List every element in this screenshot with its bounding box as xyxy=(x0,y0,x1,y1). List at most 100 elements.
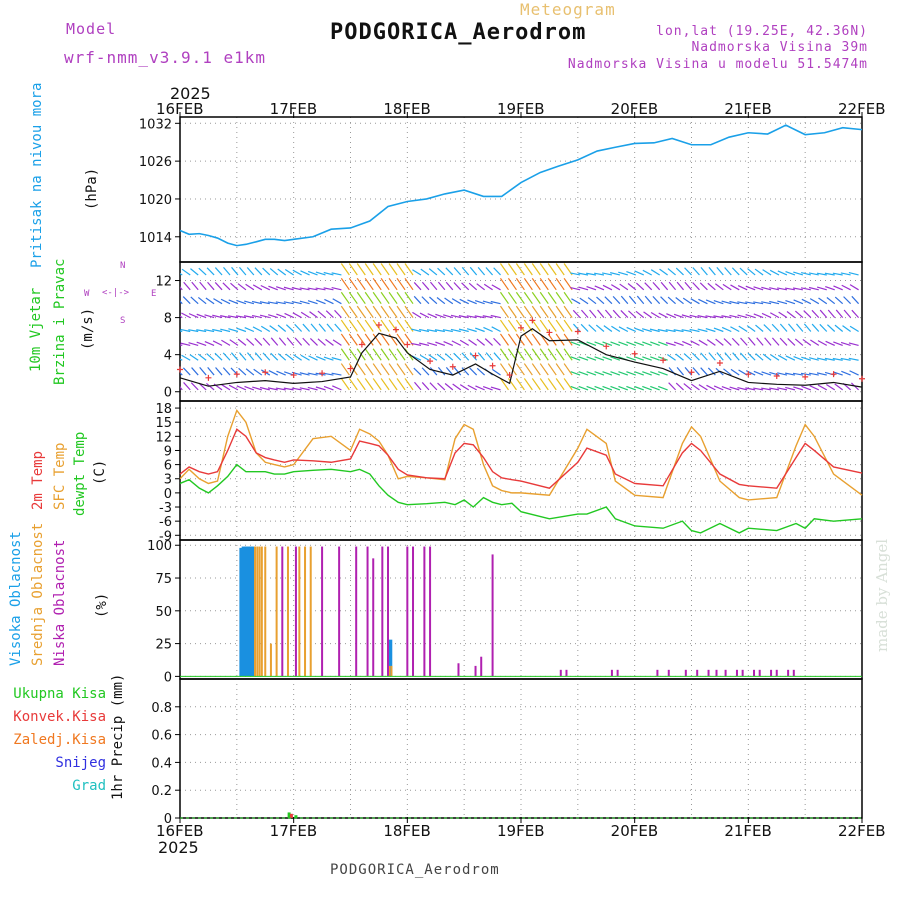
wind-arrow xyxy=(675,297,684,305)
wind-arrow xyxy=(515,378,525,391)
wind-arrow xyxy=(284,269,294,276)
wind-arrow xyxy=(531,363,541,376)
wind-arrow xyxy=(396,305,406,318)
wind-arrow xyxy=(739,267,748,276)
wind-arrow xyxy=(435,313,446,319)
wind-arrow xyxy=(207,281,215,291)
wind-arrow xyxy=(602,272,613,276)
cloud-low-bar xyxy=(412,546,415,677)
wind-arrow xyxy=(499,305,509,318)
wind-arrow xyxy=(809,298,820,305)
wind-arrow xyxy=(302,337,311,346)
wind-arrow xyxy=(213,298,223,305)
wind-arrow xyxy=(388,333,398,346)
wind-arrow xyxy=(324,298,334,305)
wind-arrow xyxy=(331,272,342,276)
wind-arrow xyxy=(453,352,462,361)
wind-arrow xyxy=(285,353,295,361)
year-label-bottom: 2025 xyxy=(158,838,199,857)
wind-arrow xyxy=(777,270,788,276)
wind-arrow xyxy=(825,285,835,291)
wind-arrow xyxy=(729,300,740,305)
wind-arrow xyxy=(204,341,215,346)
wind-arrow xyxy=(427,342,438,346)
wind-arrow xyxy=(753,313,764,319)
wind-arrow xyxy=(243,315,254,319)
gust-marker xyxy=(688,369,695,376)
wind-arrow xyxy=(555,378,565,391)
wind-arrow xyxy=(777,372,788,376)
wind-arrow xyxy=(700,352,708,361)
wind-arrow xyxy=(826,383,836,391)
y-tick-label: 1032 xyxy=(139,117,172,132)
wind-arrow xyxy=(682,340,692,346)
wind-arrow xyxy=(251,300,262,305)
wind-arrow xyxy=(348,277,358,291)
wind-arrow xyxy=(673,313,684,319)
pressure-line xyxy=(179,124,863,247)
wind-arrow xyxy=(761,301,772,305)
wind-arrow xyxy=(437,382,446,391)
cloud-low-bar xyxy=(775,669,778,677)
wind-arrow xyxy=(427,313,438,319)
wind-arrow xyxy=(515,277,525,291)
wind-arrow xyxy=(660,281,669,291)
gust-marker xyxy=(529,317,536,324)
y-tick-label: 100 xyxy=(147,539,172,554)
wind-arrow xyxy=(434,329,445,333)
wind-arrow xyxy=(372,305,382,318)
wind-arrow xyxy=(356,277,366,291)
wind-arrow xyxy=(419,342,430,346)
wind-arrow xyxy=(824,357,835,361)
wind-arrow xyxy=(683,383,692,391)
time-tick-label: 17FEB xyxy=(269,822,318,840)
wind-arrow xyxy=(641,328,652,333)
gust-marker xyxy=(660,357,667,364)
wind-arrow xyxy=(793,271,804,276)
wind-arrow xyxy=(450,328,461,333)
wind-arrow xyxy=(413,282,422,291)
wind-arrow xyxy=(276,286,286,291)
wind-arrow xyxy=(269,325,279,332)
gust-marker xyxy=(290,372,297,379)
wind-arrow xyxy=(612,309,621,319)
wind-arrow xyxy=(326,323,334,332)
wind-arrow xyxy=(785,270,796,276)
wind-arrow xyxy=(190,382,199,391)
gust-marker xyxy=(358,341,365,348)
wind-arrow xyxy=(620,295,629,305)
wind-arrow xyxy=(356,305,366,318)
compass-arrows-icon: <-|-> xyxy=(102,288,130,298)
wind-arrow xyxy=(356,263,366,276)
wind-arrow xyxy=(673,329,684,333)
wind-arrow xyxy=(237,338,247,346)
wind-arrow xyxy=(523,305,533,318)
wind-arrow xyxy=(244,326,255,333)
wind-arrow xyxy=(294,337,303,346)
wind-arrow xyxy=(364,378,374,391)
wind-arrow xyxy=(277,353,287,361)
wind-arrow xyxy=(435,341,446,346)
cloud-high-bar xyxy=(246,546,251,677)
wind-arrow xyxy=(396,291,406,305)
wind-arrow xyxy=(507,378,517,391)
wind-arrow xyxy=(212,314,223,319)
wind-arrow xyxy=(475,327,485,333)
gust-marker xyxy=(631,350,638,357)
wind-arrow xyxy=(708,266,716,276)
wind-arrow xyxy=(602,284,613,291)
wind-arrow xyxy=(626,385,637,391)
wind-arrow xyxy=(222,352,231,361)
wind-arrow xyxy=(254,352,263,361)
wind-arrow xyxy=(189,354,199,361)
wind-arrow xyxy=(283,286,294,291)
wind-arrow xyxy=(740,337,748,346)
wind-arrow xyxy=(732,352,740,361)
wind-arrow xyxy=(753,286,764,291)
wind-arrow xyxy=(245,283,255,291)
wind-arrow xyxy=(730,368,740,376)
wind-arrow xyxy=(476,338,486,346)
compass-e: E xyxy=(151,289,157,299)
wind-arrow xyxy=(283,301,294,305)
